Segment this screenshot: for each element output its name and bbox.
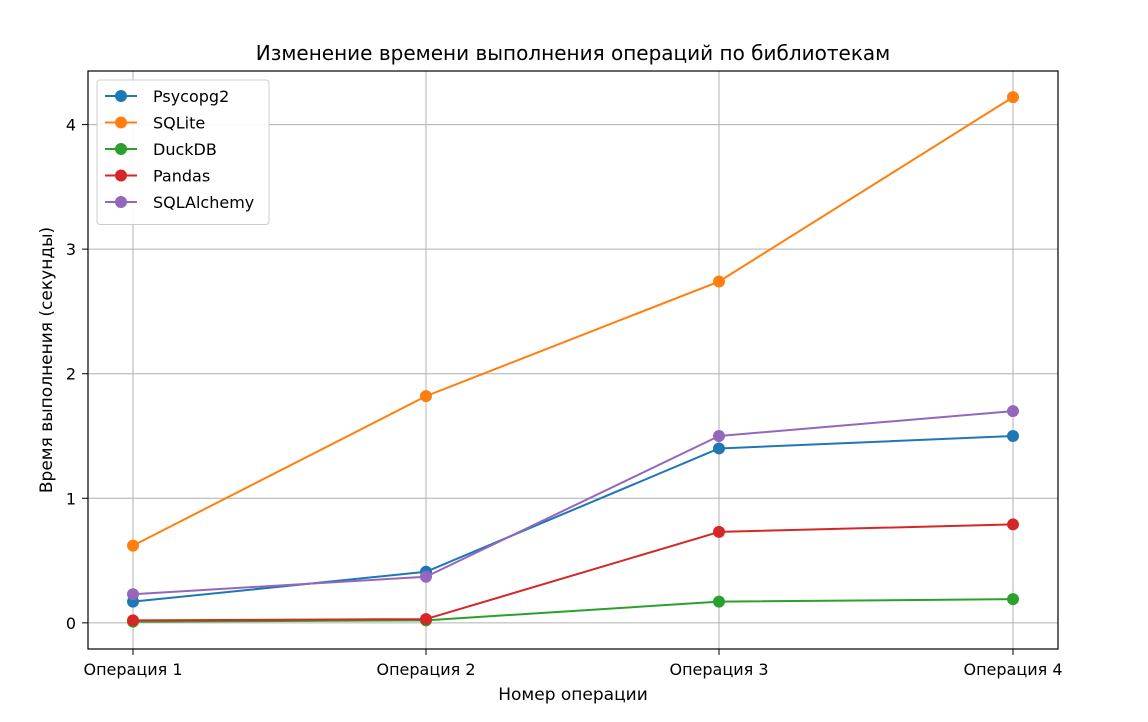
y-axis-label: Время выполнения (секунды) xyxy=(37,227,57,493)
legend: Psycopg2 SQLite DuckDB Pandas SQLAlchemy xyxy=(96,79,270,225)
data-point-pandas xyxy=(420,613,432,626)
data-point-sqlalchemy xyxy=(1007,405,1019,418)
data-point-psycopg2 xyxy=(713,442,725,455)
data-point-duckdb xyxy=(713,595,725,608)
series-line-pandas xyxy=(132,523,1014,622)
legend-label-duckdb: DuckDB xyxy=(153,140,217,159)
y-tick-label: 0 xyxy=(66,614,76,633)
data-point-pandas xyxy=(127,614,139,627)
legend-label-pandas: Pandas xyxy=(153,167,210,186)
x-axis-label: Номер операции xyxy=(498,685,648,705)
data-point-psycopg2 xyxy=(1007,429,1019,442)
x-tick-label: Операция 3 xyxy=(669,660,768,679)
legend-marker-sqlalchemy xyxy=(115,196,127,208)
grid-lines xyxy=(88,71,1058,649)
chart-title: Изменение времени выполнения операций по… xyxy=(256,41,891,65)
y-tick-label: 3 xyxy=(66,240,76,259)
data-point-sqlite xyxy=(1007,91,1019,104)
data-point-sqlalchemy xyxy=(127,588,139,601)
series-layer xyxy=(127,91,1019,628)
legend-label-psycopg2: Psycopg2 xyxy=(153,87,229,106)
legend-marker-sqlite xyxy=(115,116,127,129)
axes: Операция 1 Операция 2 Операция 3 Операция 4… xyxy=(66,70,1063,679)
series-line-sqlite xyxy=(132,96,1014,547)
plot-frame xyxy=(87,70,1059,650)
legend-label-sqlite: SQLite xyxy=(153,114,205,133)
x-tick-label: Операция 2 xyxy=(376,660,475,679)
legend-marker-pandas xyxy=(115,169,127,182)
data-point-sqlite xyxy=(127,539,139,552)
data-point-duckdb xyxy=(1007,593,1019,606)
data-point-pandas xyxy=(713,525,725,538)
legend-box xyxy=(96,79,270,225)
data-point-sqlalchemy xyxy=(420,570,432,583)
series-line-psycopg2 xyxy=(132,434,1014,603)
data-point-pandas xyxy=(1007,518,1019,531)
series-line-duckdb xyxy=(132,598,1014,623)
series-line-sqlalchemy xyxy=(132,410,1014,596)
x-tick-label: Операция 4 xyxy=(963,660,1062,679)
legend-label-sqlalchemy: SQLAlchemy xyxy=(153,193,254,212)
y-tick-label: 2 xyxy=(66,365,76,384)
legend-marker-duckdb xyxy=(115,143,127,155)
data-point-sqlalchemy xyxy=(713,429,725,442)
y-tick-label: 1 xyxy=(66,489,76,508)
legend-marker-psycopg2 xyxy=(115,90,127,102)
data-point-sqlite xyxy=(420,390,432,403)
x-tick-label: Операция 1 xyxy=(83,660,182,679)
y-tick-label: 4 xyxy=(66,116,76,135)
data-point-sqlite xyxy=(713,275,725,288)
